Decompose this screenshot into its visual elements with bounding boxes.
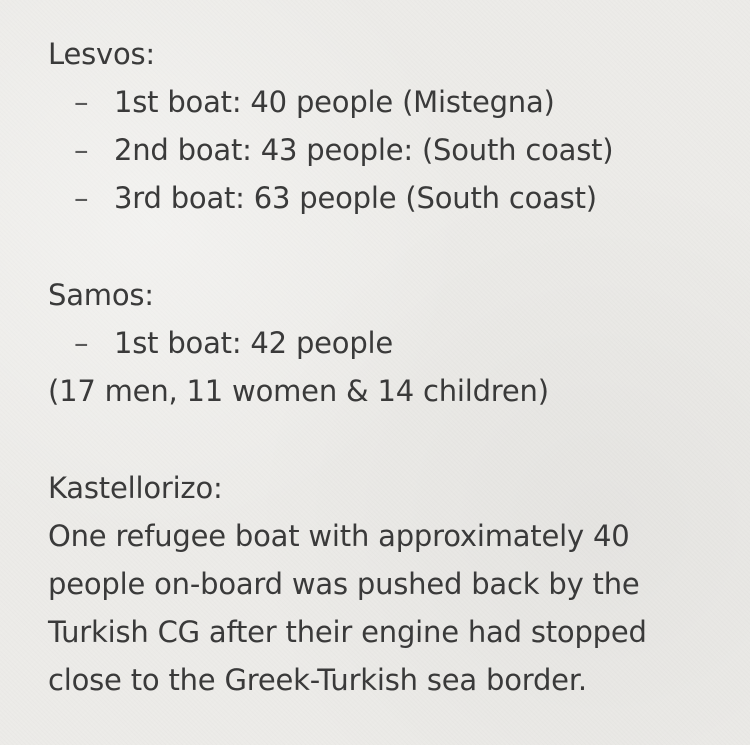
samos-note: (17 men, 11 women & 14 children) bbox=[48, 374, 549, 408]
kastellorizo-line-1: One refugee boat with approximately 40 bbox=[48, 519, 630, 553]
lesvos-item-3: – 3rd boat: 63 people (South coast) bbox=[48, 174, 728, 222]
lesvos-heading: Lesvos: bbox=[48, 37, 155, 71]
lesvos-item-1-text: 1st boat: 40 people (Mistegna) bbox=[114, 85, 555, 119]
kastellorizo-line-3: Turkish CG after their engine had stoppe… bbox=[48, 615, 647, 649]
lesvos-item-2: – 2nd boat: 43 people: (South coast) bbox=[48, 126, 728, 174]
lesvos-item-1: – 1st boat: 40 people (Mistegna) bbox=[48, 78, 728, 126]
section-spacer bbox=[48, 415, 728, 464]
dash-bullet-icon: – bbox=[74, 133, 89, 167]
dash-bullet-icon: – bbox=[74, 181, 89, 215]
kastellorizo-line-2: people on-board was pushed back by the bbox=[48, 567, 640, 601]
section-spacer bbox=[48, 222, 728, 271]
samos-heading: Samos: bbox=[48, 278, 154, 312]
samos-item-1-text: 1st boat: 42 people bbox=[114, 326, 394, 360]
kastellorizo-heading: Kastellorizo: bbox=[48, 471, 223, 505]
lesvos-item-2-text: 2nd boat: 43 people: (South coast) bbox=[114, 133, 614, 167]
lesvos-item-3-text: 3rd boat: 63 people (South coast) bbox=[114, 181, 597, 215]
dash-bullet-icon: – bbox=[74, 326, 89, 360]
dash-bullet-icon: – bbox=[74, 85, 89, 119]
samos-item-1: – 1st boat: 42 people bbox=[48, 319, 728, 367]
kastellorizo-line-4: close to the Greek-Turkish sea border. bbox=[48, 663, 587, 697]
note-document: Lesvos: – 1st boat: 40 people (Mistegna)… bbox=[48, 30, 728, 704]
